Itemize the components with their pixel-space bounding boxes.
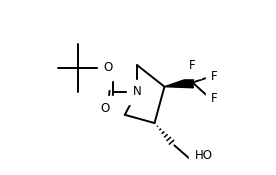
Text: O: O <box>101 102 110 115</box>
Text: N: N <box>133 85 142 98</box>
Text: F: F <box>211 70 218 83</box>
Text: O: O <box>103 61 112 74</box>
Text: HO: HO <box>195 149 213 162</box>
Text: F: F <box>211 92 218 105</box>
Text: F: F <box>189 59 196 72</box>
Polygon shape <box>164 77 193 88</box>
